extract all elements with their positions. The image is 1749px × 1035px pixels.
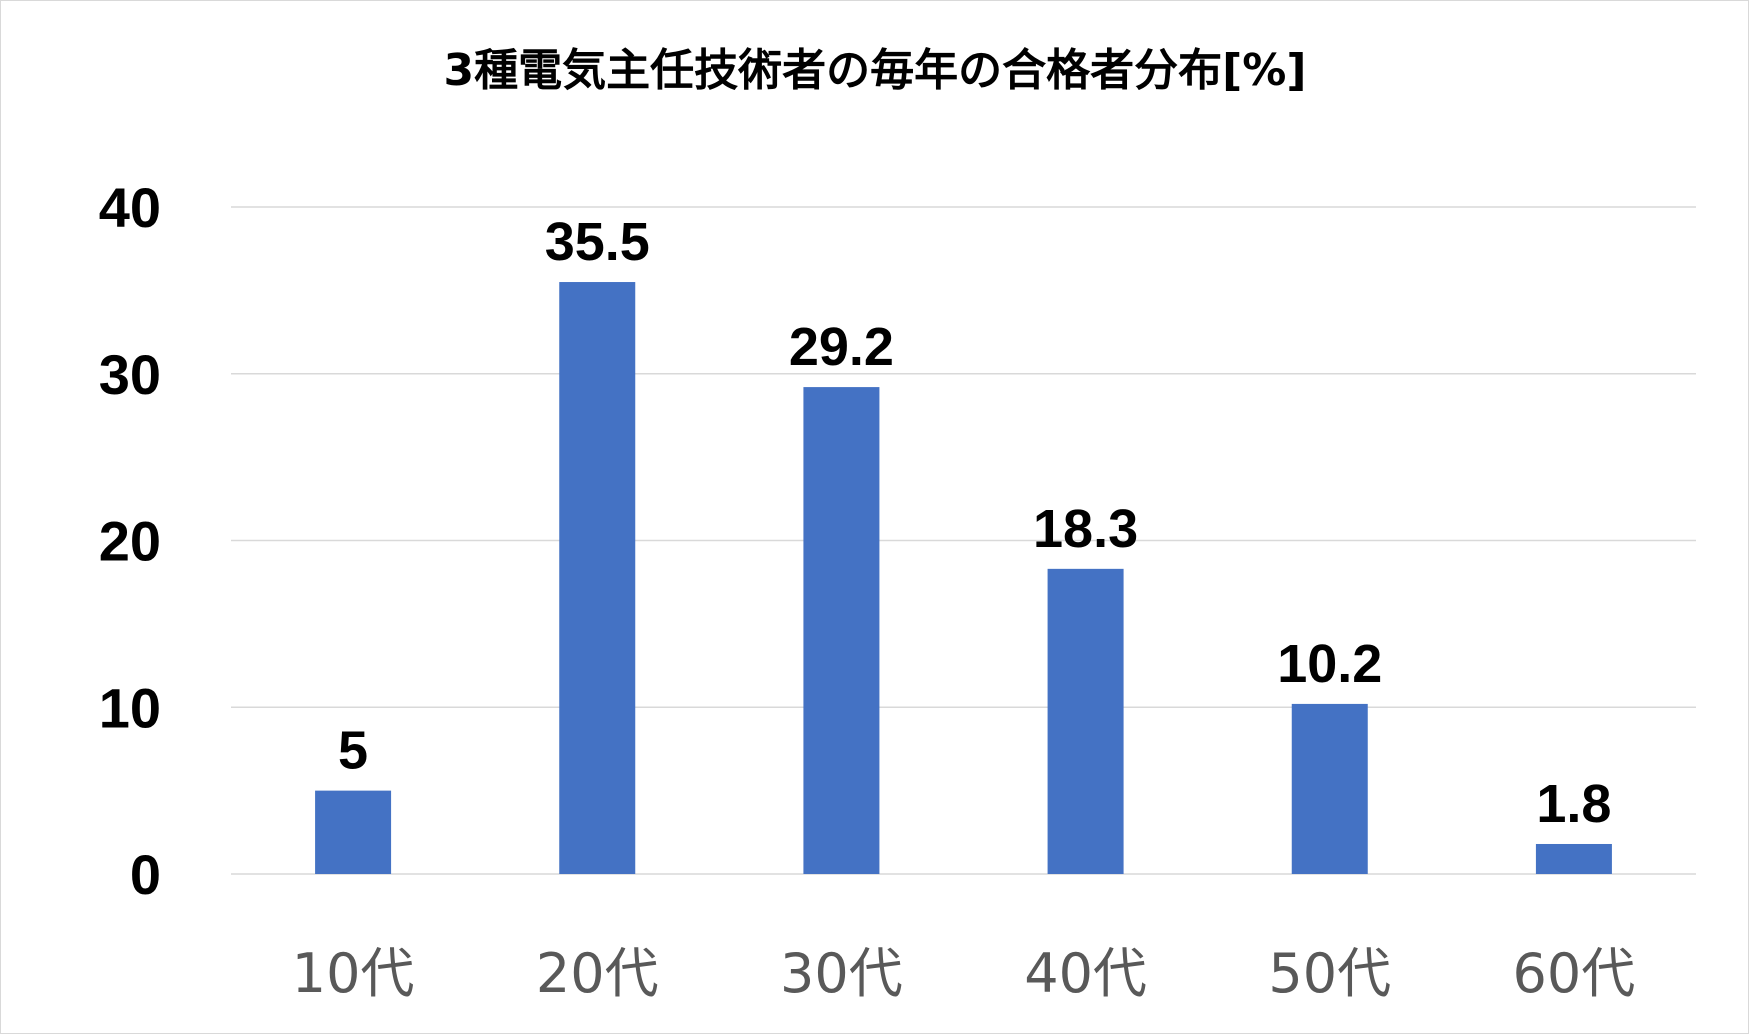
- x-tick-label: 20代: [536, 942, 659, 1005]
- gridlines: [231, 206, 1696, 875]
- y-tick-label: 0: [130, 843, 161, 906]
- bars: [315, 282, 1612, 875]
- data-label: 29.2: [789, 317, 894, 377]
- x-axis-ticks: 10代 20代 30代 40代 50代 60代: [292, 942, 1636, 1005]
- y-tick-label: 10: [99, 676, 161, 739]
- bar: [559, 282, 636, 875]
- x-tick-label: 10代: [292, 942, 415, 1005]
- data-label: 10.2: [1277, 634, 1382, 694]
- x-tick-label: 30代: [780, 942, 903, 1005]
- data-label: 5: [338, 721, 368, 781]
- data-label: 1.8: [1536, 774, 1611, 834]
- bar: [1535, 843, 1612, 874]
- x-tick-label: 50代: [1268, 942, 1391, 1005]
- x-tick-label: 60代: [1513, 942, 1636, 1005]
- y-axis-ticks: 0 10 20 30 40: [99, 176, 161, 906]
- data-label: 35.5: [545, 212, 650, 272]
- bar: [315, 790, 392, 874]
- bar: [803, 387, 880, 874]
- bar: [1291, 703, 1368, 874]
- data-label: 18.3: [1033, 499, 1138, 559]
- x-tick-label: 40代: [1024, 942, 1147, 1005]
- chart-title: 3種電気主任技術者の毎年の合格者分布[%]: [444, 45, 1307, 96]
- y-tick-label: 30: [99, 343, 161, 406]
- y-tick-label: 20: [99, 510, 161, 573]
- bar: [1047, 568, 1124, 874]
- y-tick-label: 40: [99, 176, 161, 239]
- data-labels: 5 35.5 29.2 18.3 10.2 1.8: [338, 212, 1611, 834]
